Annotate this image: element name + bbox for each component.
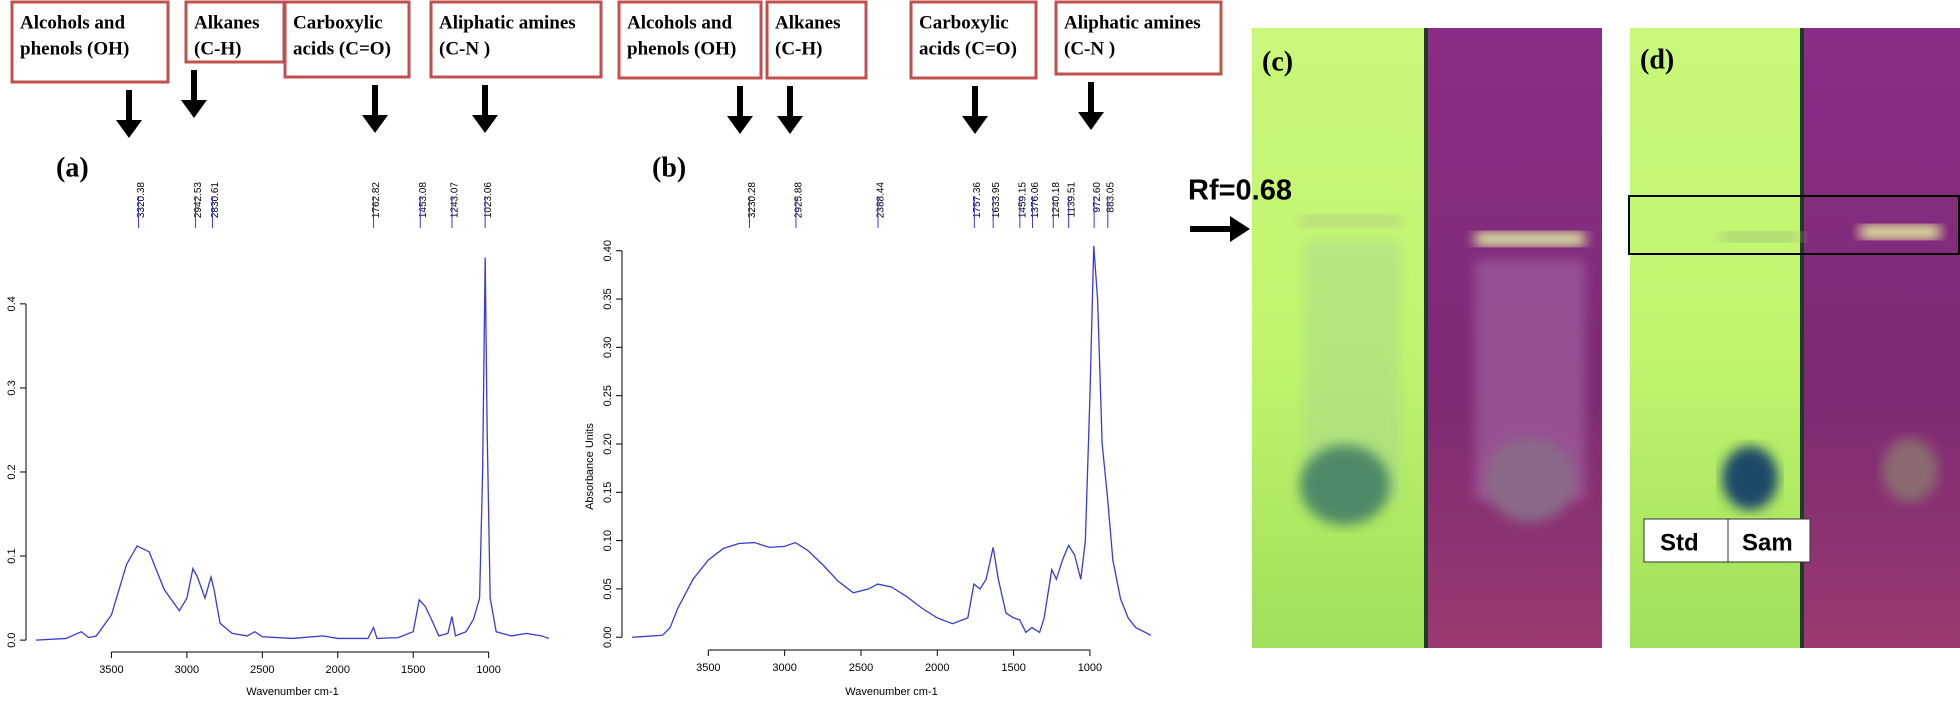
x-tick-label: 3000 [175,664,199,676]
y-tick-label: 0.10 [602,530,614,551]
x-axis-label: Wavenumber cm-1 [246,686,339,698]
group-box [10,0,170,84]
x-tick-label: 2500 [849,662,873,674]
x-tick-label: 1500 [1001,662,1025,674]
x-axis-label: Wavenumber cm-1 [845,686,938,698]
group-label: acids (C=O) [919,38,1017,59]
y-tick-label: 0.40 [602,240,614,261]
y-tick-label: 0.3 [6,380,18,395]
peak-label: 1023.06 [483,182,494,219]
x-tick-label: 1000 [476,664,500,676]
group-label: (C-N ) [1064,38,1115,59]
rf-label: Rf=0.68 [1188,175,1292,207]
arrow-head [181,100,207,118]
group-label: phenols (OH) [20,38,129,59]
group-label: Alcohols and [627,12,732,33]
arrow-head [962,116,988,134]
y-tick-label: 0.30 [602,337,614,358]
group-label: (C-N ) [439,38,490,59]
panel-label: (d) [1640,44,1674,75]
spectrum-line [35,257,550,641]
peak-label: 2925.88 [794,182,805,219]
group-label: (C-H) [775,38,822,59]
panel-label: (b) [652,152,686,183]
group-box [765,0,868,80]
x-tick-label: 1500 [401,664,425,676]
x-tick-label: 3500 [696,662,720,674]
group-box [909,0,1038,80]
y-tick-label: 0.20 [602,433,614,454]
peak-label: 1139.51 [1066,182,1077,218]
peak-label: 3320.38 [136,182,147,219]
x-tick-label: 3500 [99,664,123,676]
peak-label: 1633.95 [991,182,1002,219]
peak-label: 1240.18 [1051,182,1062,219]
peak-label: 1762.82 [371,182,382,219]
y-tick-label: 0.15 [602,482,614,503]
panel-label: (c) [1262,46,1293,77]
peak-label: 3230.28 [747,182,758,219]
lane-label: Sam [1742,529,1793,556]
y-axis-label: Absorbance Units [584,423,596,510]
y-tick-label: 0.00 [602,627,614,648]
peak-label: 883.05 [1105,182,1116,213]
group-label: Aliphatic amines [1064,12,1201,33]
lane-label: Std [1660,529,1699,556]
group-box [283,0,411,79]
peak-label: 1376.06 [1030,182,1041,219]
y-tick-label: 0.25 [602,385,614,406]
x-tick-label: 3000 [772,662,796,674]
x-tick-label: 2500 [250,664,274,676]
y-tick-label: 0.35 [602,288,614,309]
x-tick-label: 1000 [1078,662,1102,674]
group-label: Alkanes [775,12,840,33]
group-label: (C-H) [194,38,241,59]
group-box [429,0,603,79]
group-label: Carboxylic [919,12,1009,33]
y-tick-label: 0.2 [6,464,18,479]
x-tick-label: 2000 [925,662,949,674]
group-label: Aliphatic amines [439,12,576,33]
peak-label: 2942.53 [193,182,204,219]
group-box [1054,0,1223,76]
panel-label: (a) [56,152,89,183]
arrow-head [362,115,388,133]
group-box [617,0,763,80]
peak-label: 2830.61 [210,182,221,219]
arrow-head [472,115,498,133]
y-tick-label: 0.05 [602,578,614,599]
group-label: Carboxylic [293,12,383,33]
group-box [184,0,286,64]
peak-label: 1243.07 [450,182,461,219]
arrow-head [777,116,803,134]
group-label: phenols (OH) [627,38,736,59]
peak-label: 2388.44 [876,182,887,219]
y-tick-label: 0.1 [6,548,18,563]
peak-label: 972.60 [1092,182,1103,213]
arrow-head [116,120,142,138]
group-label: Alcohols and [20,12,125,33]
arrow-head [727,116,753,134]
x-tick-label: 2000 [326,664,350,676]
group-label: Alkanes [194,12,259,33]
y-tick-label: 0.0 [6,632,18,647]
y-tick-label: 0.4 [6,296,18,311]
peak-label: 1453.08 [418,182,429,219]
tlc-photo-c: (c) [1252,28,1602,648]
arrow-head [1078,112,1104,130]
rf-annotation: Rf=0.68 [1188,175,1292,242]
spectrum-line [631,245,1152,638]
peak-label: 1757.36 [972,182,983,219]
tlc-photo-d: Std Sam (d) [1628,28,1960,648]
peak-label: 1459.15 [1017,182,1028,219]
group-label: acids (C=O) [293,38,391,59]
